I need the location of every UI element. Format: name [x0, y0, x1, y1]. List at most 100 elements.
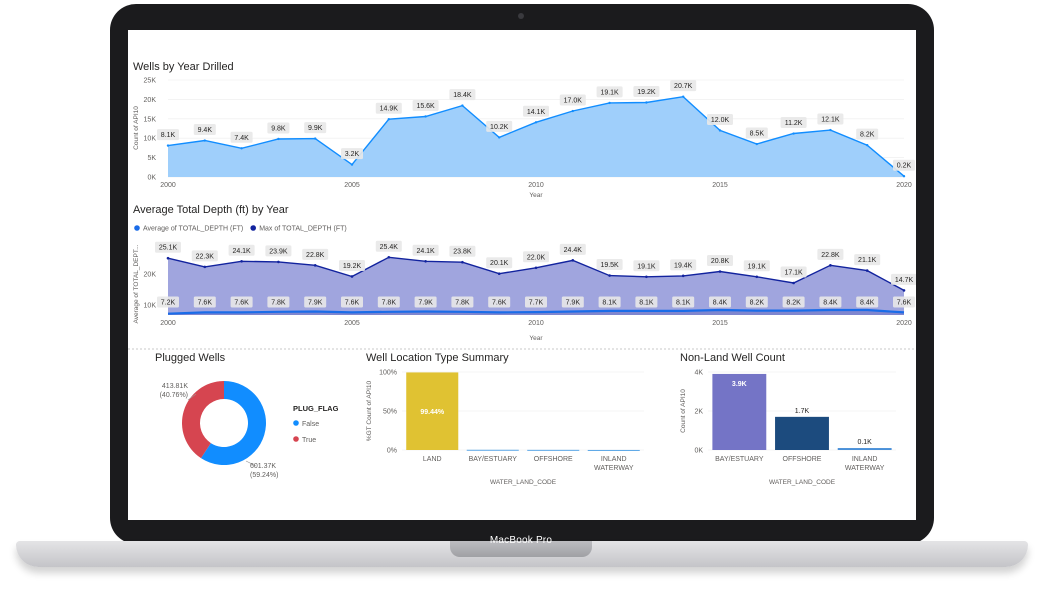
avg-data-label: 7.8K — [455, 300, 470, 307]
slice-value-label: 601.37K — [250, 463, 276, 470]
data-label-bg — [157, 129, 179, 141]
max-data-label: 19.4K — [674, 262, 693, 269]
max-data-point — [681, 274, 685, 278]
data-label-bg — [304, 122, 327, 134]
x-axis-title: WATER_LAND_CODE — [490, 479, 557, 486]
x-tick-label: 2010 — [528, 182, 544, 189]
max-data-label-bg — [486, 257, 513, 269]
avg-data-label-bg — [230, 296, 253, 308]
data-point — [387, 117, 390, 121]
laptop-notch — [450, 541, 592, 557]
max-data-label-bg — [743, 260, 770, 272]
leader-line — [245, 460, 257, 467]
pie-slice-false — [200, 381, 267, 465]
avg-data-label-bg — [745, 296, 768, 308]
x-tick-label: 2005 — [344, 320, 360, 327]
slice-value-label: 413.81K — [162, 383, 188, 390]
max-data-label-bg — [339, 259, 365, 271]
max-data-label: 24.4K — [564, 247, 583, 254]
legend-marker — [250, 225, 256, 231]
y-tick-label: 2K — [694, 409, 703, 416]
dashboard-screen: Wells by Year Drilled 8.1K 9.4K 7.4K 9.8K 9.… — [128, 30, 916, 520]
data-label-bg — [745, 127, 768, 139]
x-tick-label: BAY/ESTUARY — [469, 456, 518, 463]
data-label: 3.2K — [345, 151, 360, 158]
x-tick-label: OFFSHORE — [783, 456, 822, 463]
avg-data-label-bg — [377, 296, 400, 308]
avg-data-label: 8.4K — [713, 300, 728, 307]
slice-percent-label: (59.24%) — [250, 472, 278, 479]
data-point — [424, 115, 427, 118]
data-point — [534, 121, 538, 124]
avg-data-label: 8.4K — [860, 300, 875, 307]
data-label-bg — [486, 120, 513, 132]
avg-data-label: 7.6K — [897, 300, 912, 307]
max-data-label: 19.5K — [600, 262, 619, 269]
avg-data-label-bg — [782, 296, 805, 308]
avg-data-label: 8.2K — [786, 300, 801, 307]
data-point — [682, 95, 685, 98]
data-label: 0.1K — [857, 439, 872, 446]
max-data-point — [497, 272, 501, 275]
legend-marker — [293, 436, 299, 442]
laptop-brand-label: MacBook Pro — [489, 535, 553, 546]
data-label-bg — [412, 99, 439, 111]
data-label: 19.1K — [600, 89, 619, 96]
avg-data-label-bg — [819, 296, 842, 308]
x-tick-label: 2015 — [712, 320, 728, 327]
max-data-label: 22.3K — [196, 253, 215, 260]
data-label-bg — [670, 80, 697, 92]
max-data-point — [534, 266, 538, 270]
data-label: 12.0K — [711, 117, 730, 124]
avg-data-label: 7.2K — [161, 300, 176, 307]
bar — [837, 448, 892, 450]
max-data-point — [865, 269, 869, 272]
camera-icon — [518, 13, 524, 19]
max-data-label-bg — [412, 244, 439, 256]
data-point — [498, 136, 501, 139]
data-label-bg — [707, 113, 733, 125]
data-point — [866, 143, 869, 147]
data-point — [829, 128, 832, 132]
max-data-label-bg — [559, 243, 586, 255]
y-tick-label: 100% — [379, 370, 397, 377]
data-label: 17.0K — [564, 98, 583, 105]
avg-series-line — [167, 308, 905, 315]
plugged-wells-chart: Plugged Wells 601.37K (59.24%) 413.81K (40.… — [155, 352, 339, 479]
max-data-point — [902, 289, 906, 292]
data-label-bg — [267, 122, 290, 134]
max-data-point — [461, 260, 464, 264]
avg-data-label-bg — [856, 296, 879, 308]
y-tick-label: 50% — [383, 409, 397, 416]
max-data-label: 20.8K — [711, 258, 730, 265]
max-data-label-bg — [375, 240, 402, 252]
legend-title: PLUG_FLAG — [293, 404, 339, 413]
data-label: 19.2K — [637, 89, 656, 96]
max-data-label: 23.9K — [269, 248, 288, 255]
data-label-bg — [523, 105, 549, 117]
chart-title: Wells by Year Drilled — [133, 61, 234, 73]
data-point — [461, 104, 464, 107]
x-axis-title: Year — [529, 192, 543, 199]
avg-data-label: 8.4K — [823, 300, 838, 307]
avg-data-label-bg — [893, 296, 915, 308]
data-label: 10.2K — [490, 124, 509, 131]
non-land-count-chart: Non-Land Well Count 0K 2K 4K 3.9K BAY/ESTUAR… — [680, 352, 896, 486]
chart-title: Plugged Wells — [155, 352, 226, 364]
avg-data-label-bg — [672, 296, 695, 308]
x-tick-label: 2010 — [528, 320, 544, 327]
dashboard-canvas: Wells by Year Drilled 8.1K 9.4K 7.4K 9.8K 9.… — [128, 61, 916, 486]
y-tick-label: 4K — [694, 370, 703, 377]
x-tick-label: 2000 — [160, 320, 176, 327]
legend-marker — [293, 420, 299, 426]
y-tick-label: 5K — [147, 155, 156, 162]
legend-marker — [134, 225, 140, 231]
slice-percent-label: (40.76%) — [160, 392, 188, 399]
data-label: 8.5K — [750, 131, 765, 138]
bar — [775, 416, 829, 450]
x-tick-label: 2005 — [344, 182, 360, 189]
max-data-label: 19.1K — [748, 263, 767, 270]
max-data-label-bg — [265, 245, 292, 257]
max-data-label: 14.7K — [895, 277, 914, 284]
max-data-point — [424, 259, 427, 263]
